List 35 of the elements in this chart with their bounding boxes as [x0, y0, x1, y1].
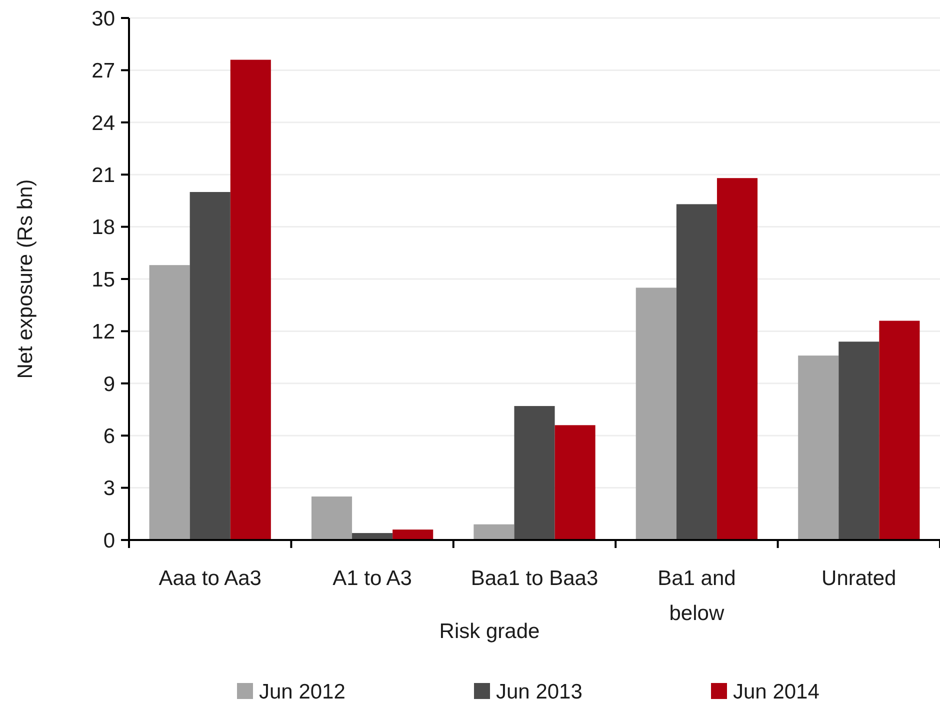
bar	[190, 192, 230, 540]
bar	[838, 342, 880, 540]
y-tick-label: 18	[92, 216, 115, 240]
x-tick-label: Ba1 and below	[658, 567, 736, 625]
y-axis-title: Net exposure (Rs bn)	[14, 179, 37, 379]
y-tick-label: 27	[92, 60, 115, 83]
bar	[392, 530, 434, 540]
bar	[230, 60, 271, 540]
legend-label: Jun 2012	[259, 680, 346, 704]
y-tick-label: 6	[103, 424, 115, 448]
x-tick-label: Baa1 to Baa3	[470, 567, 598, 590]
legend-label: Jun 2014	[733, 680, 820, 704]
bar	[149, 265, 190, 540]
bar	[716, 178, 758, 540]
x-tick-label: Unrated	[822, 567, 896, 590]
bar	[474, 524, 514, 540]
y-tick-label: 9	[103, 372, 115, 396]
y-tick-label: 24	[92, 112, 116, 135]
bar	[879, 320, 920, 540]
x-axis-title: Risk grade	[439, 620, 540, 643]
bar	[636, 288, 676, 540]
y-tick-label: 12	[92, 320, 115, 344]
bar	[676, 204, 717, 540]
bar	[311, 496, 352, 540]
y-tick-label: 15	[92, 268, 115, 292]
bar	[514, 406, 555, 540]
y-tick-label: 0	[103, 529, 115, 552]
legend-label: Jun 2013	[496, 680, 582, 704]
x-tick-label: Aaa to Aa3	[158, 567, 262, 590]
bar	[554, 425, 596, 540]
bar	[798, 356, 839, 540]
y-tick-label: 3	[103, 477, 115, 500]
y-tick-label: 30	[92, 7, 115, 30]
y-tick-label: 21	[92, 164, 115, 187]
x-tick-label: A1 to A3	[332, 567, 412, 590]
